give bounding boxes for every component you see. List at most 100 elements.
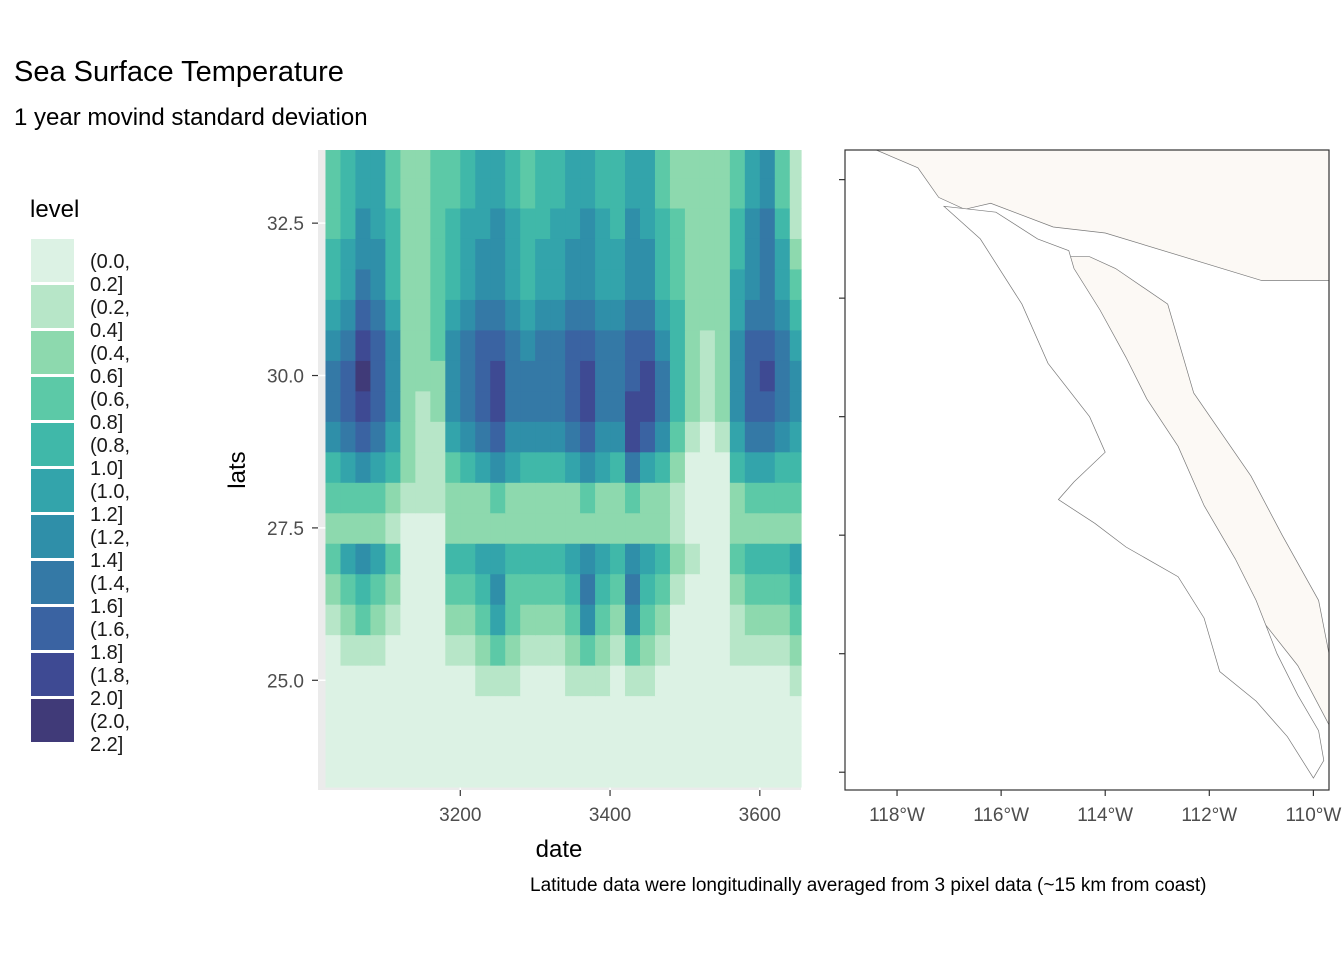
- heatmap-cell: [550, 177, 566, 209]
- legend-swatch: [30, 652, 75, 697]
- heatmap-cell: [610, 451, 626, 483]
- heatmap-cell: [370, 150, 386, 179]
- heatmap-cell: [505, 634, 521, 666]
- heatmap-cell: [535, 329, 551, 361]
- heatmap-cell: [595, 451, 611, 483]
- heatmap-cell: [744, 329, 761, 361]
- heatmap-cell: [684, 360, 701, 392]
- legend-swatch: [30, 376, 75, 421]
- heatmap-cell: [595, 543, 611, 575]
- heatmap-cell: [370, 360, 386, 392]
- heatmap-cell: [400, 543, 416, 575]
- heatmap-cell: [400, 512, 416, 544]
- heatmap-cell: [774, 695, 791, 727]
- heatmap-cell: [669, 329, 686, 361]
- heatmap-cell: [729, 329, 746, 361]
- heatmap-cell: [580, 177, 596, 209]
- heatmap-cell: [400, 207, 416, 239]
- heatmap-cell: [520, 268, 536, 300]
- heatmap-cell: [714, 451, 731, 483]
- heatmap-cell: [355, 665, 372, 697]
- legend-title: level: [30, 196, 80, 223]
- legend-label: (0.2, 0.4]: [90, 297, 131, 342]
- heatmap-cell: [580, 268, 596, 300]
- heatmap-cell: [789, 543, 802, 575]
- heatmap-cell: [684, 329, 701, 361]
- heatmap-cell: [400, 482, 416, 514]
- heatmap-cell: [400, 695, 416, 727]
- heatmap-cell: [610, 634, 626, 666]
- heatmap-cell: [325, 299, 342, 331]
- heatmap-cell: [415, 482, 431, 514]
- heatmap-cell: [729, 207, 746, 239]
- heatmap-cell: [580, 360, 596, 392]
- heatmap-cell: [565, 512, 581, 544]
- heatmap-cell: [729, 390, 746, 422]
- heatmap-cell: [714, 756, 731, 788]
- heatmap-cell: [774, 604, 791, 636]
- heatmap-cell: [445, 726, 461, 758]
- heatmap-cell: [789, 604, 802, 636]
- heatmap-cell: [640, 238, 656, 270]
- heatmap-cell: [460, 207, 476, 239]
- heatmap-cell: [774, 482, 791, 514]
- legend-label: (2.0, 2.2]: [90, 711, 131, 756]
- heatmap-cell: [370, 665, 386, 697]
- heatmap-cell: [520, 665, 536, 697]
- heatmap-cell: [415, 665, 431, 697]
- map-x-tick-label: 116°W: [973, 805, 1029, 826]
- heatmap-cell: [640, 207, 656, 239]
- heatmap-cell: [460, 360, 476, 392]
- y-tick-label: 30.0: [267, 367, 304, 388]
- heatmap-cell: [774, 299, 791, 331]
- heatmap-cell: [699, 634, 716, 666]
- heatmap-cell: [759, 390, 776, 422]
- heatmap-cell: [610, 150, 626, 179]
- heatmap-cell: [595, 390, 611, 422]
- heatmap-cell: [699, 207, 716, 239]
- heatmap-cell: [385, 360, 401, 392]
- heatmap-cell: [535, 421, 551, 453]
- heatmap-cell: [625, 390, 641, 422]
- heatmap-cell: [699, 665, 716, 697]
- heatmap-cell: [580, 421, 596, 453]
- heatmap-cell: [759, 573, 776, 605]
- heatmap-cell: [789, 726, 802, 758]
- heatmap-cell: [580, 695, 596, 727]
- heatmap-cell: [475, 573, 491, 605]
- heatmap-cell: [654, 299, 671, 331]
- heatmap-cell: [699, 421, 716, 453]
- heatmap-cell: [475, 482, 491, 514]
- heatmap-cell: [400, 390, 416, 422]
- heatmap-cell: [684, 634, 701, 666]
- heatmap-cell: [550, 543, 566, 575]
- heatmap-cell: [610, 299, 626, 331]
- heatmap-cell: [699, 482, 716, 514]
- heatmap-cell: [789, 451, 802, 483]
- heatmap-cell: [550, 268, 566, 300]
- heatmap-cell: [520, 299, 536, 331]
- heatmap-cell: [445, 512, 461, 544]
- heatmap-cell: [789, 299, 802, 331]
- heatmap-cell: [729, 177, 746, 209]
- heatmap-cell: [729, 756, 746, 788]
- heatmap-cell: [744, 238, 761, 270]
- heatmap-cell: [430, 360, 446, 392]
- heatmap-cell: [430, 665, 446, 697]
- heatmap-cell: [415, 268, 431, 300]
- heatmap-cell: [445, 695, 461, 727]
- heatmap-cell: [445, 360, 461, 392]
- heatmap-cell: [714, 390, 731, 422]
- heatmap-cell: [789, 329, 802, 361]
- heatmap-cell: [505, 695, 521, 727]
- heatmap-cell: [550, 482, 566, 514]
- heatmap-cell: [744, 390, 761, 422]
- map-axes: 118°W 116°W 114°W 112°W 110°W: [839, 179, 1341, 826]
- heatmap-cell: [460, 695, 476, 727]
- legend-swatch: [30, 698, 75, 743]
- heatmap-cell: [669, 150, 686, 179]
- heatmap-cell: [550, 756, 566, 788]
- heatmap-cell: [490, 421, 506, 453]
- heatmap-cell: [460, 512, 476, 544]
